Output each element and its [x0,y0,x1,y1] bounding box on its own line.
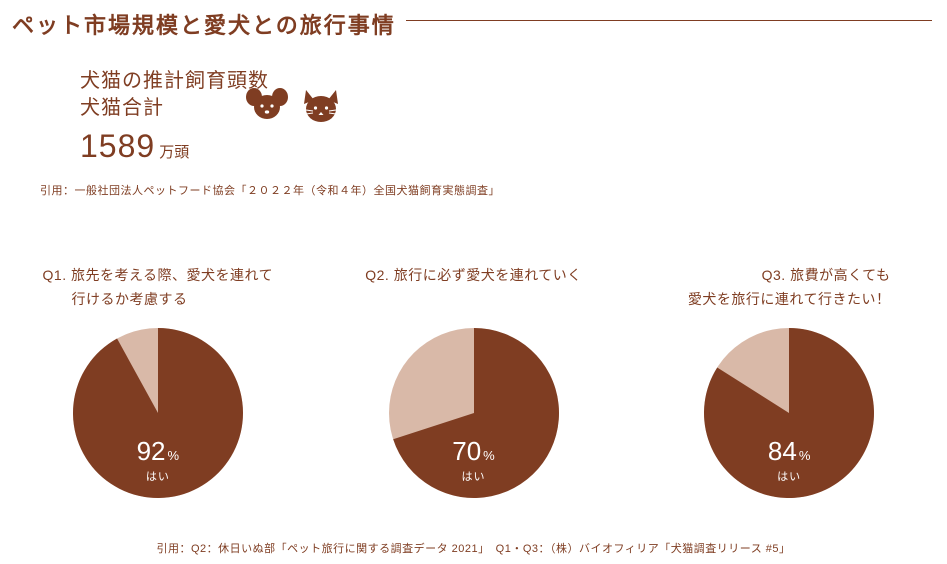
stat-line-1: 犬猫の推計飼育頭数 [80,68,269,95]
pie-answer-label: はい [389,468,559,484]
stat-number: 1589 [80,128,155,165]
pet-population-stat: 犬猫の推計飼育頭数 犬猫合計 1589 万頭 [80,68,269,165]
question-title: Q3. 旅費が高くても 愛犬を旅行に連れて行きたい！ [688,264,891,314]
pie-answer-label: はい [704,468,874,484]
stat-unit: 万頭 [159,141,189,162]
question-q2: Q2. 旅行に必ず愛犬を連れていく 70% はい [316,264,632,498]
stat-line-2: 犬猫合計 [80,95,269,122]
question-title: Q1. 旅先を考える際、愛犬を連れて 行けるか考慮する [43,264,274,314]
citation-1: 引用：一般社団法人ペットフード協会「２０２２年（令和４年）全国犬猫飼育実態調査」 [40,182,500,198]
pie-chart: 92% はい [73,328,243,498]
question-q1: Q1. 旅先を考える際、愛犬を連れて 行けるか考慮する 92% はい [0,264,316,498]
page-title: ペット市場規模と愛犬との旅行事情 [12,8,396,40]
question-q3: Q3. 旅費が高くても 愛犬を旅行に連れて行きたい！ 84% はい [631,264,947,498]
question-title: Q2. 旅行に必ず愛犬を連れていく [365,264,582,314]
cat-icon [300,84,342,124]
pie-chart: 70% はい [389,328,559,498]
title-divider [406,20,932,21]
pie-answer-label: はい [73,468,243,484]
pie-percent: 92% [73,436,243,467]
citation-2: 引用：Q2：休日いぬ部「ペット旅行に関する調査データ 2021」 Q1・Q3：（… [0,540,947,556]
dog-icon [246,84,288,124]
pie-percent: 84% [704,436,874,467]
pie-percent: 70% [389,436,559,467]
pie-chart: 84% はい [704,328,874,498]
questions-row: Q1. 旅先を考える際、愛犬を連れて 行けるか考慮する 92% はい Q2. 旅… [0,264,947,498]
